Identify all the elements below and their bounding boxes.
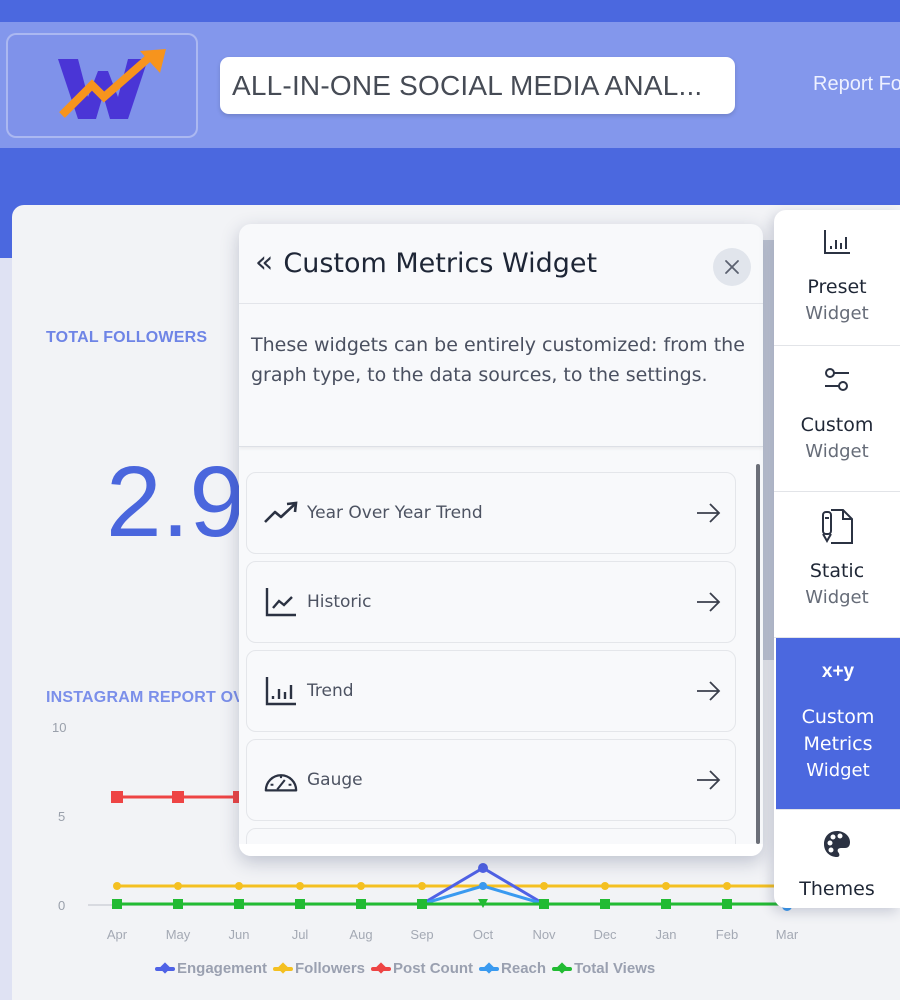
widget-type-list: Year Over Year Trend Historic Trend Gaug… bbox=[239, 448, 763, 848]
legend-item-reach[interactable]: Reach bbox=[479, 960, 546, 977]
option-more[interactable] bbox=[246, 828, 736, 848]
gauge-icon bbox=[263, 762, 299, 798]
legend-item-followers[interactable]: Followers bbox=[273, 960, 365, 977]
total-followers-label: TOTAL FOLLOWERS bbox=[46, 329, 208, 346]
arrow-right-icon bbox=[697, 503, 721, 523]
arrow-right-icon bbox=[697, 770, 721, 790]
sidebar-item-static-widget[interactable]: Static Widget bbox=[774, 492, 900, 638]
legend-label: Engagement bbox=[177, 960, 268, 977]
bar-chart-icon bbox=[823, 222, 851, 262]
custom-metrics-panel: « Custom Metrics Widget These widgets ca… bbox=[239, 224, 763, 856]
option-label: Historic bbox=[307, 592, 372, 612]
y-tick: 10 bbox=[52, 720, 66, 735]
option-historic[interactable]: Historic bbox=[246, 561, 736, 643]
arrow-right-icon bbox=[697, 592, 721, 612]
option-label: Year Over Year Trend bbox=[307, 503, 483, 523]
x-tick: Oct bbox=[473, 927, 494, 942]
legend-swatch-icon bbox=[155, 966, 175, 971]
legend-item-total-views[interactable]: Total Views bbox=[552, 960, 655, 977]
panel-scrollbar[interactable] bbox=[756, 464, 760, 844]
panel-description: These widgets can be entirely customized… bbox=[239, 304, 763, 447]
bar-chart-icon bbox=[263, 673, 299, 709]
legend-item-post-count[interactable]: Post Count bbox=[371, 960, 473, 977]
x-tick: Apr bbox=[107, 927, 128, 942]
background-chart-edge bbox=[763, 240, 775, 660]
legend-label: Followers bbox=[295, 960, 366, 977]
trending-up-icon bbox=[263, 495, 299, 531]
panel-title: Custom Metrics Widget bbox=[283, 248, 598, 279]
x-tick: Jan bbox=[656, 927, 677, 942]
sidebar-item-sublabel: Widget bbox=[806, 760, 870, 781]
palette-icon bbox=[822, 824, 852, 864]
panel-footer bbox=[239, 844, 763, 856]
instagram-overview-label: INSTAGRAM REPORT OVE bbox=[46, 689, 256, 706]
sidebar-item-sublabel: Widget bbox=[805, 303, 869, 324]
x-tick: Jul bbox=[292, 927, 309, 942]
sidebar-item-preset-widget[interactable]: Preset Widget bbox=[774, 210, 900, 346]
x-plus-y-icon: x+y bbox=[821, 661, 855, 682]
sidebar-item-sublabel: Widget bbox=[805, 587, 869, 608]
arrow-right-icon bbox=[697, 681, 721, 701]
x-tick: Nov bbox=[532, 927, 556, 942]
close-button[interactable] bbox=[713, 248, 751, 286]
option-label: Trend bbox=[307, 681, 354, 701]
option-label: Gauge bbox=[307, 770, 363, 790]
double-chevron-left-icon[interactable]: « bbox=[255, 244, 274, 280]
top-bar bbox=[0, 0, 900, 22]
option-trend[interactable]: Trend bbox=[246, 650, 736, 732]
report-for-label[interactable]: Report Fo bbox=[813, 73, 900, 95]
sidebar-item-sublabel: Widget bbox=[805, 441, 869, 462]
x-tick: Jun bbox=[229, 927, 250, 942]
sidebar-item-custom-widget[interactable]: Custom Widget bbox=[774, 346, 900, 492]
x-tick: Sep bbox=[410, 927, 433, 942]
legend-swatch-icon bbox=[552, 966, 573, 971]
sidebar-item-label: Static bbox=[809, 560, 865, 582]
legend-label: Reach bbox=[501, 960, 547, 977]
x-tick: Aug bbox=[349, 927, 372, 942]
option-year-over-year-trend[interactable]: Year Over Year Trend bbox=[246, 472, 736, 554]
panel-header: « Custom Metrics Widget bbox=[239, 224, 763, 304]
legend-item-engagement[interactable]: Engagement bbox=[155, 960, 267, 977]
sidebar-item-label: Custom Metrics bbox=[801, 706, 875, 755]
sidebar-item-label: Custom bbox=[800, 414, 874, 436]
report-title-field[interactable]: ALL-IN-ONE SOCIAL MEDIA ANAL... bbox=[220, 57, 735, 114]
x-tick: Mar bbox=[776, 927, 799, 942]
y-tick: 5 bbox=[58, 809, 65, 824]
sidebar-item-themes[interactable]: Themes bbox=[774, 810, 900, 908]
x-tick: Feb bbox=[716, 927, 738, 942]
legend-swatch-icon bbox=[371, 966, 392, 971]
sidebar-item-custom-metrics-widget[interactable]: x+y Custom Metrics Widget bbox=[776, 638, 900, 810]
report-title: ALL-IN-ONE SOCIAL MEDIA ANAL... bbox=[232, 69, 703, 101]
widget-sidebar: Preset Widget Custom Widget Static Widge… bbox=[774, 210, 900, 908]
w-trend-logo-icon bbox=[58, 49, 166, 119]
sidebar-item-label: Themes bbox=[799, 878, 875, 900]
x-tick: Dec bbox=[593, 927, 617, 942]
option-gauge[interactable]: Gauge bbox=[246, 739, 736, 821]
legend-swatch-icon bbox=[479, 966, 500, 971]
legend-label: Total Views bbox=[574, 960, 656, 977]
total-followers-value: 2.9 bbox=[106, 446, 246, 558]
x-tick: May bbox=[166, 927, 191, 942]
close-icon bbox=[725, 260, 739, 274]
sliders-icon bbox=[822, 360, 852, 400]
legend-swatch-icon bbox=[273, 966, 294, 971]
line-chart-icon bbox=[263, 584, 299, 620]
y-tick: 0 bbox=[58, 898, 65, 913]
document-pencil-icon bbox=[819, 506, 855, 546]
chart-legend: Engagement Followers Post Count Reach To… bbox=[155, 960, 655, 977]
sidebar-item-label: Preset bbox=[807, 276, 867, 298]
legend-label: Post Count bbox=[393, 960, 474, 977]
logo-button[interactable] bbox=[6, 33, 198, 138]
